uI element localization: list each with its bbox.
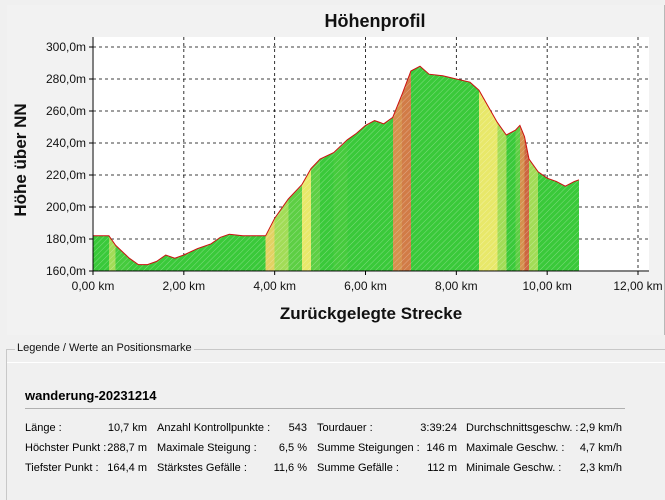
stat-value-total-ascent: 146 m (426, 442, 457, 454)
x-tick-label: 4,00 km (253, 279, 296, 293)
y-tick-label: 240,0m (46, 136, 86, 150)
stat-value-duration: 3:39:24 (420, 422, 457, 434)
y-axis-label: Höhe über NN (11, 103, 30, 216)
legend-title: Legende / Werte an Positionsmarke (15, 342, 194, 354)
stat-label-max-incline: Maximale Steigung : (157, 442, 257, 454)
stat-label-min-speed: Minimale Geschw. : (466, 462, 562, 474)
y-tick-label: 200,0m (46, 200, 86, 214)
stat-value-max-speed: 4,7 km/h (579, 442, 622, 454)
stat-label-total-ascent: Summe Steigungen : (317, 442, 420, 454)
stat-label-avg-speed: Durchschnittsgeschw. : (466, 422, 579, 434)
legend-separator (25, 408, 625, 409)
stat-label-duration: Tourdauer : (317, 422, 373, 434)
stat-value-total-descent: 112 m (427, 462, 457, 474)
elevation-area-hatch (93, 66, 579, 271)
x-tick-label: 0,00 km (72, 279, 115, 293)
chart-title: Höhenprofil (325, 11, 426, 31)
stat-value-max-decline: 11,6 % (273, 462, 307, 474)
stat-label-control-points: Anzahl Kontrollpunkte : (157, 422, 271, 434)
stat-value-min-speed: 2,3 km/h (579, 462, 622, 474)
x-tick-label: 8,00 km (435, 279, 478, 293)
x-tick-label: 12,00 km (613, 279, 662, 293)
x-tick-label: 6,00 km (344, 279, 387, 293)
stat-label-max-decline: Stärkstes Gefälle : (157, 462, 247, 474)
stat-label-max-speed: Maximale Geschw. : (466, 442, 565, 454)
stat-value-length: 10,7 km (107, 422, 147, 434)
y-tick-label: 160,0m (46, 264, 86, 278)
stat-value-highest: 288,7 m (107, 442, 147, 454)
stat-label-highest: Höchster Punkt : (25, 442, 107, 454)
x-tick-label: 2,00 km (162, 279, 205, 293)
stat-label-lowest: Tiefster Punkt : (25, 462, 99, 474)
stat-value-max-incline: 6,5 % (278, 442, 307, 454)
stat-value-control-points: 543 (288, 422, 307, 434)
y-tick-label: 260,0m (46, 104, 86, 118)
x-axis-label: Zurückgelegte Strecke (280, 304, 462, 323)
x-tick-label: 10,00 km (522, 279, 571, 293)
stat-value-lowest: 164,4 m (107, 462, 147, 474)
legend-panel: Legende / Werte an Positionsmarke wander… (6, 342, 665, 500)
y-tick-label: 280,0m (46, 72, 86, 86)
elevation-chart-panel: 160,0m 180,0m 200,0m 220,0m 240,0m 260,0m 280,… (7, 5, 665, 335)
elevation-chart[interactable]: 160,0m 180,0m 200,0m 220,0m 240,0m 260,0m 280,… (7, 5, 664, 335)
stat-label-total-descent: Summe Gefälle : (317, 462, 399, 474)
elevation-line (93, 65, 580, 266)
track-name: wanderung-20231214 (25, 388, 157, 403)
y-tick-label: 220,0m (46, 168, 86, 182)
y-tick-label: 180,0m (46, 232, 86, 246)
stat-value-avg-speed: 2,9 km/h (579, 422, 622, 434)
stat-label-length: Länge : (25, 422, 62, 434)
y-tick-label: 300,0m (46, 40, 86, 54)
